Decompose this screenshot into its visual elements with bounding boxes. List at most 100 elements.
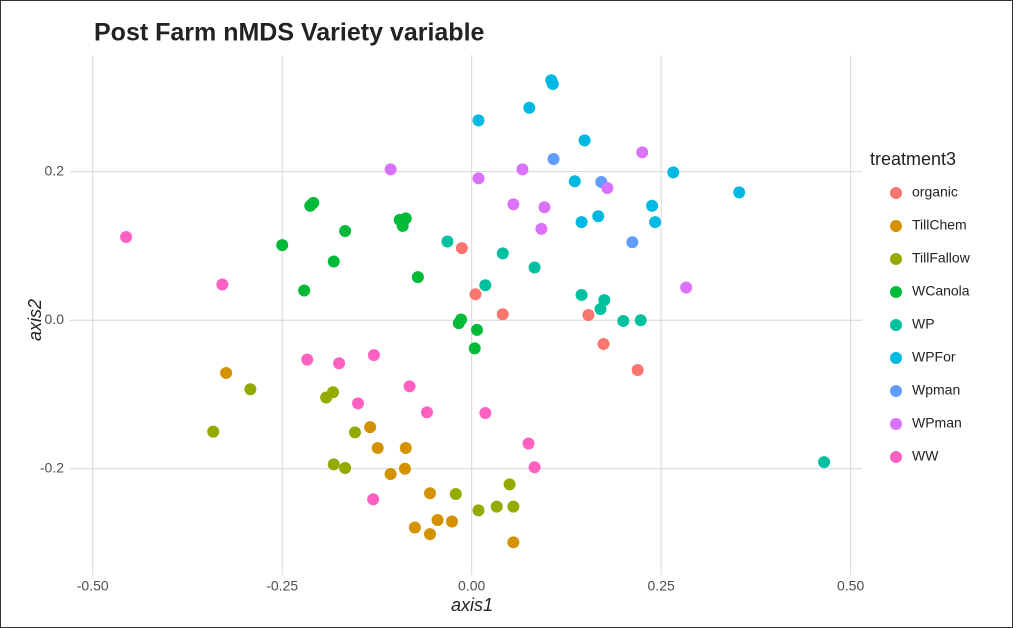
legend-swatch (890, 220, 902, 232)
point (327, 255, 340, 268)
point (472, 172, 485, 185)
point (339, 462, 352, 475)
point (398, 462, 411, 475)
point (216, 278, 229, 291)
point (568, 175, 581, 188)
point (818, 456, 831, 469)
point (535, 222, 548, 235)
point (468, 342, 481, 355)
point (298, 284, 311, 297)
point (371, 441, 384, 454)
legend-swatch (890, 418, 902, 430)
y-tick-label: 0.0 (45, 311, 65, 327)
legend-swatch (890, 352, 902, 364)
point (408, 521, 421, 534)
point (326, 386, 339, 399)
point (547, 153, 560, 165)
y-axis-label: axis2 (25, 299, 45, 341)
point (207, 425, 220, 438)
x-tick-label: -0.25 (266, 578, 298, 594)
legend-swatch (890, 319, 902, 331)
legend-swatch (890, 253, 902, 265)
point (384, 163, 397, 176)
legend-swatch (890, 286, 902, 298)
point (626, 236, 639, 249)
point (496, 308, 509, 321)
point (496, 247, 509, 260)
legend: organic TillChem TillFallow WCanola WP WPFor W… (890, 184, 971, 464)
grid (70, 55, 862, 575)
legend-label: TillChem (912, 217, 967, 233)
point (479, 407, 492, 420)
y-tick-label: -0.2 (40, 459, 64, 475)
point (646, 199, 659, 212)
point (479, 279, 492, 292)
legend-label: WW (912, 448, 939, 464)
point (538, 201, 551, 214)
point (367, 349, 380, 362)
point (469, 288, 482, 301)
point (528, 261, 541, 274)
point (396, 219, 409, 232)
legend-label: Wpman (912, 382, 960, 398)
point (680, 281, 693, 294)
point (667, 166, 680, 179)
point (301, 353, 314, 366)
point (516, 163, 529, 176)
point (546, 77, 559, 90)
legend-title: treatment3 (870, 149, 956, 169)
legend-label: TillFallow (912, 250, 971, 266)
point (455, 313, 468, 326)
point (528, 461, 541, 474)
point (631, 363, 644, 376)
point (384, 467, 397, 480)
legend-swatch (890, 385, 902, 397)
point (120, 231, 133, 243)
point (424, 528, 436, 541)
point (244, 383, 257, 396)
point (636, 146, 649, 159)
chart-title: Post Farm nMDS Variety variable (94, 19, 485, 47)
legend-label: WP (912, 316, 935, 332)
point (455, 242, 468, 255)
point (634, 314, 647, 327)
point (424, 487, 436, 500)
point (403, 380, 416, 393)
point (522, 437, 535, 450)
point (304, 199, 317, 212)
point (490, 500, 503, 513)
point (507, 536, 520, 549)
point (441, 235, 454, 248)
point (348, 426, 361, 439)
x-axis-label: axis1 (451, 595, 493, 615)
x-tick-label: -0.50 (77, 578, 109, 594)
point (575, 288, 588, 301)
point (333, 357, 346, 370)
y-tick-label: 0.2 (45, 162, 65, 178)
point (578, 134, 591, 147)
point (733, 186, 746, 199)
point (597, 337, 610, 350)
point (503, 478, 516, 491)
x-tick-label: 0.50 (837, 578, 864, 594)
point (431, 514, 444, 527)
point (472, 114, 485, 127)
legend-label: WCanola (912, 283, 970, 299)
point (472, 504, 485, 517)
point (649, 216, 662, 229)
point (364, 421, 377, 434)
x-tick-label: 0.00 (458, 578, 485, 594)
point (327, 458, 340, 471)
point (399, 441, 412, 454)
legend-label: organic (912, 184, 958, 200)
point (598, 294, 611, 307)
point (470, 323, 483, 336)
legend-label: WPman (912, 415, 962, 431)
point (276, 239, 289, 252)
point (339, 225, 352, 238)
legend-swatch (890, 187, 902, 199)
point (523, 101, 536, 114)
legend-label: WPFor (912, 349, 956, 365)
point (592, 210, 605, 223)
